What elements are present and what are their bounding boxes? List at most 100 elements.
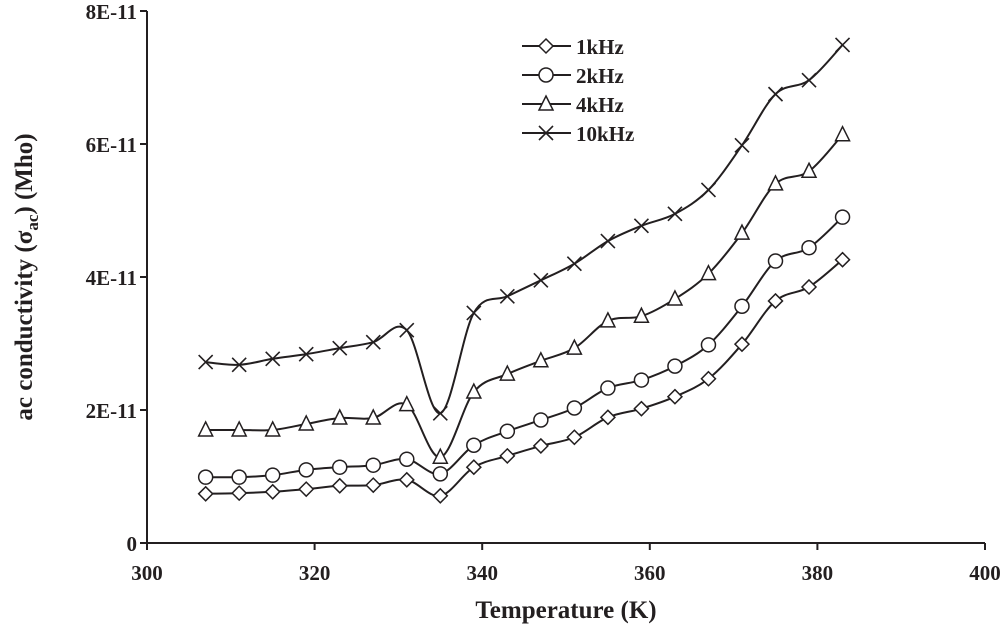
data-point-4kHz bbox=[733, 223, 751, 240]
data-point-2kHz bbox=[331, 459, 348, 475]
data-point-2kHz bbox=[499, 423, 516, 440]
data-point-1kHz bbox=[532, 437, 549, 454]
axes: 300 320 340 360 380 400 0 2E-11 4E-11 6E-11 8E-11 bbox=[86, 0, 1001, 585]
y-axis-label: ac conductivity (σac) (Mho) bbox=[11, 133, 42, 420]
data-point-1kHz bbox=[231, 485, 248, 502]
data-point-4kHz bbox=[767, 174, 784, 191]
data-point-4kHz bbox=[499, 364, 516, 381]
legend-label: 10kHz bbox=[576, 122, 634, 146]
series-line-2kHz bbox=[205, 216, 844, 479]
series-line-1kHz bbox=[205, 258, 844, 497]
data-point-2kHz bbox=[801, 239, 817, 256]
data-point-2kHz bbox=[600, 380, 616, 396]
y-tick-label: 2E-11 bbox=[86, 399, 137, 423]
data-point-4kHz bbox=[264, 420, 281, 437]
series-10kHz bbox=[198, 37, 851, 421]
data-point-10kHz bbox=[667, 206, 683, 222]
data-point-1kHz bbox=[197, 485, 214, 502]
data-point-4kHz bbox=[398, 395, 415, 412]
data-point-10kHz bbox=[365, 334, 381, 350]
data-point-1kHz bbox=[365, 477, 382, 494]
legend-entry-4kHz: 4kHz bbox=[522, 93, 624, 117]
legend: 1kHz 2kHz 4kHz 10kHz bbox=[522, 35, 634, 146]
data-point-4kHz bbox=[331, 408, 348, 425]
data-point-10kHz bbox=[801, 72, 817, 88]
legend-label: 1kHz bbox=[576, 35, 624, 59]
data-point-2kHz bbox=[197, 469, 214, 485]
data-point-1kHz bbox=[331, 477, 348, 494]
y-tick-label: 4E-11 bbox=[86, 266, 137, 290]
data-point-1kHz bbox=[298, 481, 315, 498]
data-point-2kHz bbox=[432, 466, 449, 482]
x-tick-label: 360 bbox=[634, 561, 666, 585]
y-tick-label: 6E-11 bbox=[86, 133, 137, 157]
data-point-2kHz bbox=[365, 457, 382, 473]
data-point-2kHz bbox=[466, 437, 482, 453]
data-point-1kHz bbox=[666, 388, 684, 405]
data-point-1kHz bbox=[733, 336, 751, 353]
data-point-10kHz bbox=[399, 322, 415, 338]
data-point-4kHz bbox=[666, 289, 684, 306]
data-point-4kHz bbox=[432, 447, 449, 464]
data-point-1kHz bbox=[566, 429, 583, 446]
series-2kHz bbox=[197, 209, 851, 485]
data-point-2kHz bbox=[667, 358, 683, 374]
series-line-10kHz bbox=[205, 44, 844, 415]
legend-label: 2kHz bbox=[576, 64, 624, 88]
legend-entry-1kHz: 1kHz bbox=[522, 35, 624, 59]
y-tick-label: 8E-11 bbox=[86, 0, 137, 24]
series-4kHz bbox=[197, 125, 851, 464]
data-point-1kHz bbox=[834, 251, 851, 268]
data-point-10kHz bbox=[466, 305, 482, 321]
data-point-10kHz bbox=[734, 137, 750, 153]
data-point-1kHz bbox=[767, 292, 784, 310]
data-point-10kHz bbox=[198, 354, 214, 370]
data-point-4kHz bbox=[298, 414, 315, 431]
legend-entry-10kHz: 10kHz bbox=[522, 122, 634, 146]
data-point-1kHz bbox=[700, 370, 717, 387]
data-point-4kHz bbox=[532, 351, 550, 368]
x-tick-label: 300 bbox=[131, 561, 163, 585]
legend-marker-diamond bbox=[537, 37, 555, 55]
data-point-1kHz bbox=[599, 409, 616, 426]
data-point-2kHz bbox=[700, 337, 717, 353]
data-point-10kHz bbox=[265, 351, 281, 367]
data-point-2kHz bbox=[834, 209, 851, 225]
x-tick-label: 380 bbox=[802, 561, 834, 585]
data-point-2kHz bbox=[633, 372, 650, 388]
data-point-10kHz bbox=[767, 86, 784, 102]
data-point-1kHz bbox=[633, 400, 650, 417]
legend-marker-triangle bbox=[537, 94, 555, 111]
legend-marker-circle bbox=[538, 67, 554, 83]
series-line-4kHz bbox=[205, 134, 844, 459]
data-point-4kHz bbox=[599, 311, 617, 328]
x-tick-label: 320 bbox=[299, 561, 331, 585]
data-point-1kHz bbox=[398, 471, 415, 488]
data-point-2kHz bbox=[566, 400, 583, 416]
data-point-10kHz bbox=[298, 346, 314, 362]
data-point-10kHz bbox=[834, 37, 851, 53]
data-point-2kHz bbox=[767, 253, 784, 269]
data-point-4kHz bbox=[365, 408, 382, 425]
data-point-10kHz bbox=[432, 405, 448, 421]
data-point-4kHz bbox=[633, 306, 650, 323]
x-tick-label: 340 bbox=[466, 561, 498, 585]
legend-entry-2kHz: 2kHz bbox=[522, 64, 624, 88]
y-tick-label: 0 bbox=[127, 532, 138, 556]
series-1kHz bbox=[197, 251, 851, 504]
data-point-2kHz bbox=[264, 467, 281, 483]
data-point-4kHz bbox=[465, 382, 483, 399]
data-point-10kHz bbox=[566, 256, 582, 272]
data-point-4kHz bbox=[834, 125, 851, 142]
legend-label: 4kHz bbox=[576, 93, 624, 117]
data-point-1kHz bbox=[499, 447, 516, 464]
x-axis-label: Temperature (K) bbox=[475, 597, 656, 624]
data-point-10kHz bbox=[499, 288, 515, 304]
data-point-10kHz bbox=[533, 272, 549, 288]
data-point-4kHz bbox=[566, 338, 583, 355]
data-point-4kHz bbox=[700, 263, 717, 281]
data-point-1kHz bbox=[465, 459, 482, 476]
data-point-1kHz bbox=[432, 487, 449, 504]
data-point-10kHz bbox=[231, 357, 247, 373]
